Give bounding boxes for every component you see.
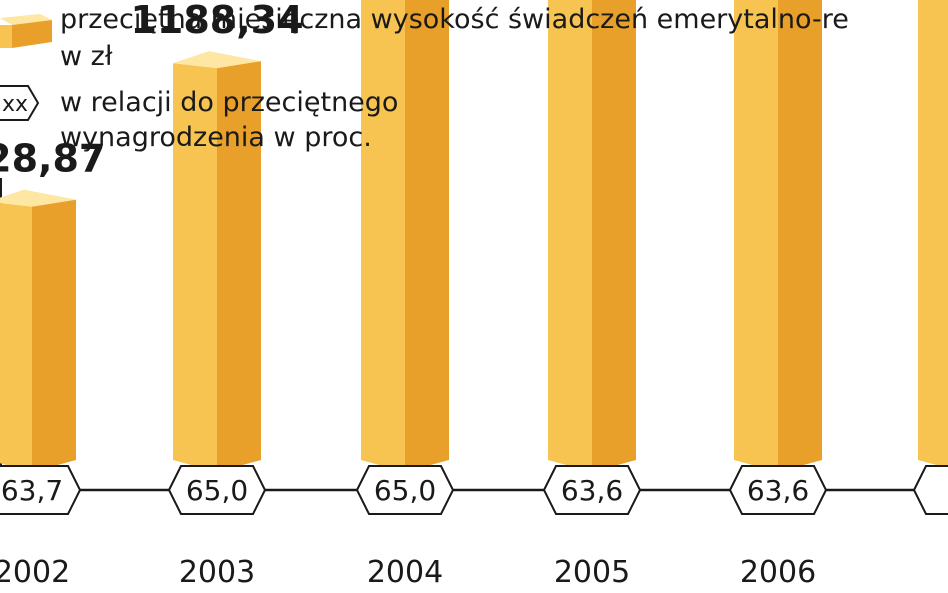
ratio-hexagon [542,465,642,515]
ratio-label: 65,0 [186,474,248,507]
x-tick-label: 2002 [0,555,70,590]
bar-face-dark [217,61,261,473]
bar-face-light [918,0,948,469]
ratio-hexagon [912,465,948,515]
bar-2006 [734,0,822,472]
ratio-hexagon [0,465,82,515]
bar-face-dark [405,0,449,472]
legend-ratio-label-line2: wynagrodzenia w proc. [60,122,372,153]
ratio-label: 65,0 [374,474,436,507]
legend-ratio-marker-text: xx [2,92,28,117]
ratio-label: 63,6 [747,474,809,507]
x-tick-label: 2005 [554,555,630,590]
bar-2 [918,0,948,469]
legend-bar-label-line1: przeciętna miesięczna wysokość świadczeń… [60,4,849,35]
bar-value-label: 1188,34 [130,0,303,42]
bars-layer [0,0,948,473]
ratio-hexagon [167,465,267,515]
bar-face-dark [592,0,636,472]
x-tick-label: 2003 [179,555,255,590]
legend-bar-swatch [0,14,52,48]
bar-face-light [734,0,778,472]
bar-face-light [361,0,405,472]
bar-face-light [548,0,592,472]
bar-face-dark [32,199,76,472]
legend-bar-label-line2: w zł [60,41,113,72]
x-tick-label: 2004 [367,555,443,590]
ratio-hexagon [355,465,455,515]
bar-value-label: 128,87 [0,137,105,181]
bar-face-top [0,189,76,207]
bar-face-light [173,63,217,473]
ratio-hexagon [728,465,828,515]
bar-2005 [548,0,636,472]
legend-ratio-marker: xx [0,85,40,121]
legend-ratio-label-line1: w relacji do przeciętnego [60,87,399,118]
bar-face-dark [778,0,822,472]
ratio-label: 63,7 [1,474,63,507]
x-tick-label: 2006 [740,555,816,590]
bar-face-light [0,203,32,472]
bar-2004 [361,0,449,472]
bar-2002 [0,189,76,472]
ratio-label: 63,6 [561,474,623,507]
bar-2003 [173,51,261,473]
bar-face-top [173,51,261,69]
